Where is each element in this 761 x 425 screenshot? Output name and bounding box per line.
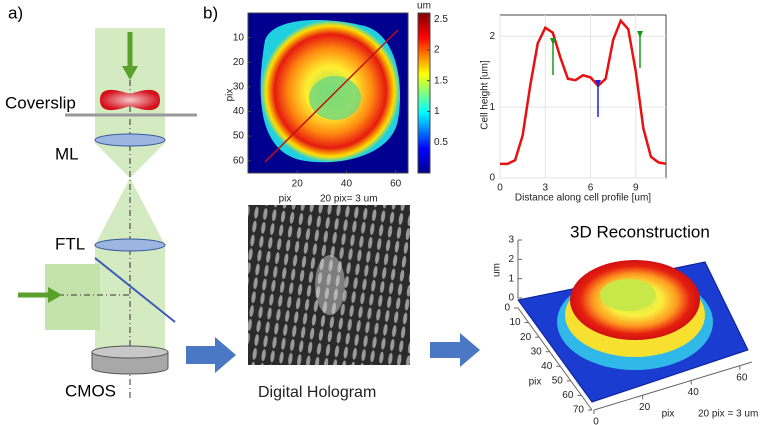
setup-diagram: a) Coverslip ML FTL CMOS (5, 3, 236, 400)
x-label: pix (279, 194, 292, 205)
y-tick-label: 50 (233, 131, 245, 142)
z-label: um (492, 263, 503, 277)
colorbar-tick-label: 2.5 (434, 14, 448, 25)
x-tick-label: 40 (341, 179, 353, 190)
y-tick-label: 40 (541, 361, 553, 372)
label: FTL (55, 234, 85, 253)
x-tick-label: 0 (593, 417, 599, 425)
z-tick-label: 1 (508, 273, 514, 284)
x-tick-label: 20 (292, 179, 304, 190)
figure: a) Coverslip ML FTL CMOS b) Digital Holo… (0, 0, 761, 425)
z-tick-label: 2 (508, 254, 514, 265)
colorbar (418, 13, 430, 173)
x-tick-label: 0 (497, 183, 503, 194)
y-label: Cell height [um] (480, 60, 491, 130)
hologram-center (315, 255, 345, 315)
y-tick-label: 2 (489, 31, 495, 42)
lens (95, 239, 165, 251)
lens (95, 134, 165, 146)
arrow (186, 337, 236, 373)
y-tick-label: 30 (531, 346, 543, 357)
colorbar-tick-label: 1 (434, 106, 440, 117)
colorbar-label: um (417, 1, 431, 12)
colorbar-tick-label: 1.5 (434, 75, 448, 86)
annotation: 20 pix = 3 um (698, 409, 758, 420)
y-tick-label: 20 (520, 332, 532, 343)
colorbar-tick-label: 0.5 (434, 137, 448, 148)
y-tick-label: 60 (562, 390, 574, 401)
x-label: Distance along cell profile [um] (515, 193, 651, 204)
y-tick-label: 10 (233, 32, 245, 43)
arrow (430, 333, 480, 367)
y-tick-label: 10 (509, 317, 521, 328)
cell-center (309, 76, 361, 120)
x-tick-label: 20 (639, 402, 651, 413)
x-tick-label: 40 (688, 387, 700, 398)
camera (92, 346, 168, 358)
label: CMOS (65, 381, 116, 400)
y-tick-label: 20 (233, 57, 245, 68)
label: Coverslip (5, 93, 76, 112)
x-tick-label: 60 (390, 179, 402, 190)
panel-label: a) (8, 3, 23, 22)
y-tick-label: 60 (233, 155, 245, 166)
y-tick-label: 40 (233, 106, 245, 117)
y-tick-label: 70 (573, 405, 585, 416)
y-label: pix (225, 89, 236, 102)
surface-title: 3D Reconstruction (570, 222, 710, 241)
z-tick-label: 3 (508, 235, 514, 246)
caption: Digital Hologram (258, 384, 376, 401)
y-tick-label: 0 (504, 303, 510, 314)
y-tick-label: 0 (489, 173, 495, 184)
y-label: pix (529, 377, 542, 388)
y-tick-label: 50 (552, 375, 564, 386)
panel-label: b) (203, 3, 218, 22)
colorbar-tick-label: 2 (434, 45, 440, 56)
x-tick-label: 60 (736, 372, 748, 383)
plot-area (500, 15, 666, 178)
x-label: pix (662, 409, 675, 420)
label: ML (55, 144, 79, 163)
surface-dimple (600, 279, 656, 311)
annotation: 20 pix= 3 um (320, 194, 378, 205)
